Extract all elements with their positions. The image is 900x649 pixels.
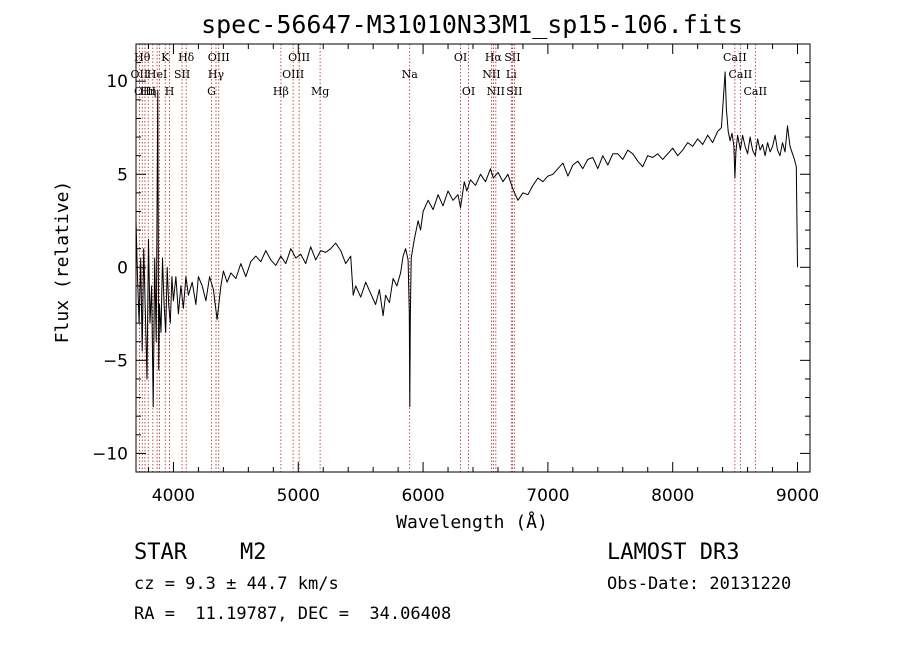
- spectrum-line: [135, 71, 798, 408]
- coordinates: RA = 11.19787, DEC = 34.06408: [134, 604, 452, 624]
- y-tick-label: −10: [92, 444, 128, 464]
- line-label: Hη: [140, 85, 156, 98]
- line-label: NII: [482, 68, 500, 81]
- survey-name: LAMOST DR3: [607, 540, 740, 565]
- line-label: CaII: [723, 51, 747, 64]
- x-axis-ticks: 4000 5000 6000 7000 8000 9000: [147, 44, 819, 506]
- line-label: Hβ: [273, 85, 289, 98]
- line-label: OIII: [134, 85, 156, 98]
- object-class: STAR: [134, 540, 187, 565]
- line-label: G: [207, 85, 216, 98]
- y-axis-ticks: −10 −5 0 5 10: [92, 43, 810, 473]
- line-label: Mg: [311, 85, 329, 98]
- line-label: H: [165, 85, 175, 98]
- object-subclass: M2: [240, 540, 267, 565]
- line-label: HeI: [147, 68, 167, 81]
- line-label: Na: [402, 68, 419, 81]
- line-label: Hα: [485, 51, 503, 64]
- chart-title: spec-56647-M31010N33M1_sp15-106.fits: [201, 10, 743, 39]
- emission-line-markers: OIIHθOIIIHηHeIKHSIIHδGHγOIIIHβOIIIOIIIMg…: [131, 44, 767, 472]
- x-tick-label: 7000: [526, 486, 569, 506]
- line-label: OIII: [208, 51, 230, 64]
- line-label: Hδ: [178, 51, 195, 64]
- x-tick-label: 6000: [401, 486, 444, 506]
- line-label: Hθ: [134, 51, 151, 64]
- redshift-velocity: cz = 9.3 ± 44.7 km/s: [134, 574, 339, 594]
- x-tick-label: 9000: [776, 486, 819, 506]
- x-tick-label: 5000: [277, 486, 320, 506]
- spectrum-series: [135, 71, 798, 408]
- line-label: OI: [454, 51, 467, 64]
- plot-frame: [135, 43, 811, 473]
- y-tick-label: −5: [103, 351, 128, 371]
- y-tick-label: 5: [117, 165, 128, 185]
- line-label: Li: [506, 68, 517, 81]
- line-label: CaII: [743, 85, 767, 98]
- line-label: SII: [174, 68, 190, 81]
- line-label: OII: [131, 68, 149, 81]
- line-label: SII: [504, 51, 520, 64]
- line-label: CaII: [729, 68, 753, 81]
- line-label: OIII: [288, 51, 310, 64]
- line-label: K: [161, 51, 170, 64]
- x-tick-label: 4000: [152, 486, 195, 506]
- x-axis-label: Wavelength (Å): [396, 511, 548, 533]
- y-tick-label: 0: [117, 258, 128, 278]
- y-axis-label: Flux (relative): [52, 181, 73, 344]
- spectrum-chart: spec-56647-M31010N33M1_sp15-106.fits OII…: [52, 10, 819, 533]
- observation-date: Obs-Date: 20131220: [607, 574, 792, 594]
- line-label: Hγ: [208, 68, 225, 81]
- y-tick-label: 10: [106, 72, 128, 92]
- line-label: OIII: [282, 68, 304, 81]
- line-label: OI: [462, 85, 475, 98]
- line-label: SII: [506, 85, 522, 98]
- x-tick-label: 8000: [651, 486, 694, 506]
- line-label: NII: [487, 85, 505, 98]
